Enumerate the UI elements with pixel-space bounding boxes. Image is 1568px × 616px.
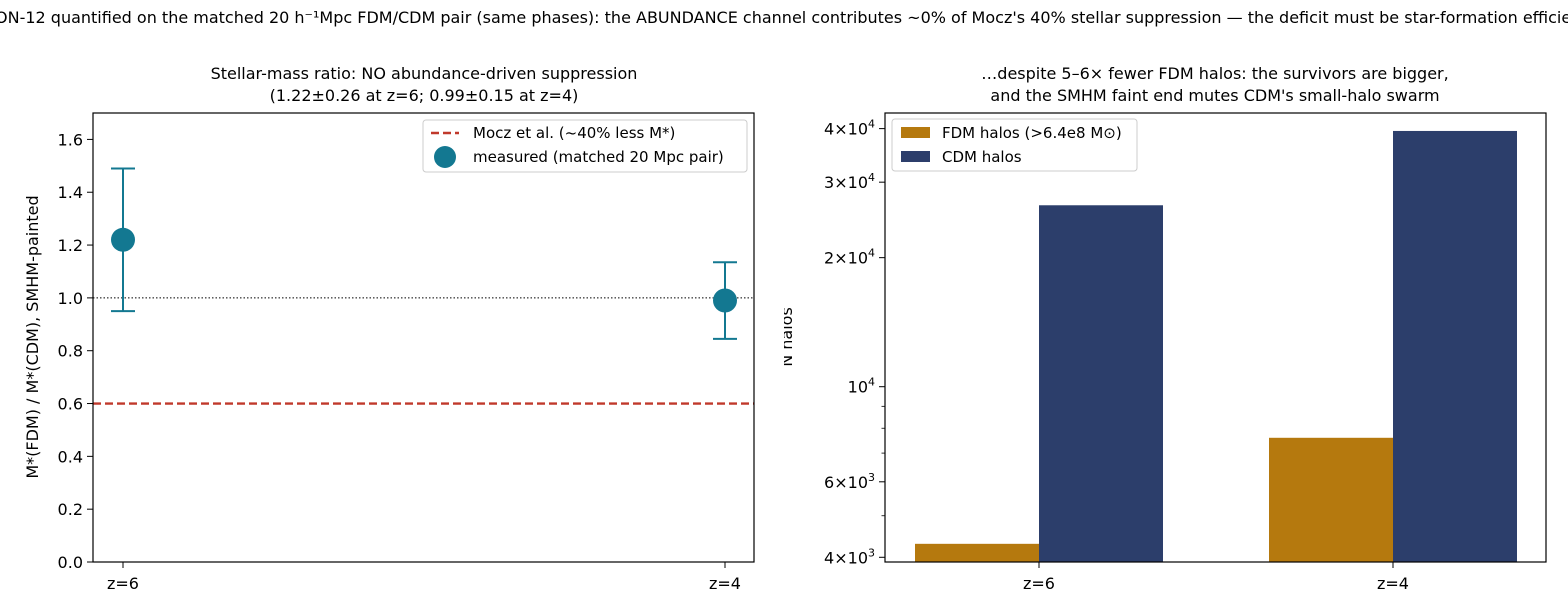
chart2-x-axis: z=6 z=4 — [1023, 562, 1409, 593]
chart1-legend-box — [422, 119, 748, 173]
legend-mocz-label: Mocz et al. (~40% less M*) — [473, 124, 675, 142]
bar-cdm-z=6 — [1039, 205, 1163, 562]
legend-measured-swatch — [434, 146, 456, 168]
bar-fdm-z=4 — [1269, 437, 1393, 562]
chart1-legend: Mocz et al. (~40% less M*) measured (mat… — [422, 119, 748, 173]
data-point-z=6 — [111, 227, 135, 252]
y-tick-label: 1.2 — [58, 236, 83, 255]
y-tick-label: 2×104 — [824, 247, 875, 268]
y-tick-label: 4×104 — [824, 118, 875, 139]
chart2-title: …despite 5–6× fewer FDM halos: the survi… — [981, 64, 1448, 83]
y-tick-label: 0.0 — [58, 553, 83, 572]
chart2-bars — [915, 130, 1517, 562]
x-tick-label: z=4 — [1377, 574, 1409, 593]
y-tick-label: 0.6 — [58, 395, 83, 414]
chart1-ylabel: M*(FDM) / M*(CDM), SMHM-painted — [23, 195, 42, 478]
chart1-data-marks — [111, 167, 737, 340]
chart1-reference-lines — [93, 297, 754, 405]
chart2-legend: FDM halos (>6.4e8 M⊙) CDM halos — [891, 118, 1138, 172]
y-tick-label: 0.8 — [58, 342, 83, 361]
legend-fdm-label: FDM halos (>6.4e8 M⊙) — [942, 124, 1122, 142]
chart2-ylabel: N halos — [784, 307, 796, 367]
chart1-title: Stellar-mass ratio: NO abundance-driven … — [211, 64, 638, 83]
chart2-axes-frame — [884, 112, 1547, 563]
y-tick-label: 4×103 — [824, 546, 875, 567]
x-tick-label: z=6 — [107, 574, 139, 593]
data-point-z=4 — [713, 288, 737, 313]
legend-measured-label: measured (matched 20 Mpc pair) — [473, 148, 724, 166]
y-tick-label: 3×104 — [824, 171, 875, 192]
chart2-legend-box — [891, 118, 1138, 172]
stellar-mass-ratio-chart: Stellar-mass ratio: NO abundance-driven … — [23, 64, 755, 593]
figure-suptitle-text: AXION-12 quantified on the matched 20 h⁻… — [0, 8, 1568, 27]
figure-suptitle: AXION-12 quantified on the matched 20 h⁻… — [0, 8, 1568, 32]
chart2-y-axis: 4×103 6×103 104 2×104 3×104 4×104 — [824, 118, 885, 567]
legend-cdm-swatch — [901, 151, 930, 162]
legend-cdm-label: CDM halos — [942, 148, 1022, 166]
halo-count-chart: …despite 5–6× fewer FDM halos: the survi… — [784, 64, 1547, 593]
chart1-subtitle: (1.22±0.26 at z=6; 0.99±0.15 at z=4) — [270, 86, 579, 105]
bar-cdm-z=4 — [1393, 130, 1517, 562]
y-tick-label: 1.6 — [58, 130, 83, 149]
x-tick-label: z=6 — [1023, 574, 1055, 593]
y-tick-label: 1.4 — [58, 183, 83, 202]
y-tick-label: 0.4 — [58, 447, 83, 466]
y-tick-label: 0.2 — [58, 500, 83, 519]
chart1-axes-frame — [92, 112, 755, 563]
legend-fdm-swatch — [901, 127, 930, 138]
bar-fdm-z=6 — [915, 543, 1039, 562]
y-tick-label: 1.0 — [58, 289, 83, 308]
y-tick-label: 104 — [848, 376, 875, 397]
x-tick-label: z=4 — [709, 574, 741, 593]
chart1-y-axis: 0.0 0.2 0.4 0.6 0.8 1.0 1.2 1.4 1.6 — [58, 130, 93, 572]
y-tick-label: 6×103 — [824, 471, 875, 492]
chart2-subtitle: and the SMHM faint end mutes CDM's small… — [990, 86, 1439, 105]
chart1-x-axis: z=6 z=4 — [107, 562, 741, 593]
